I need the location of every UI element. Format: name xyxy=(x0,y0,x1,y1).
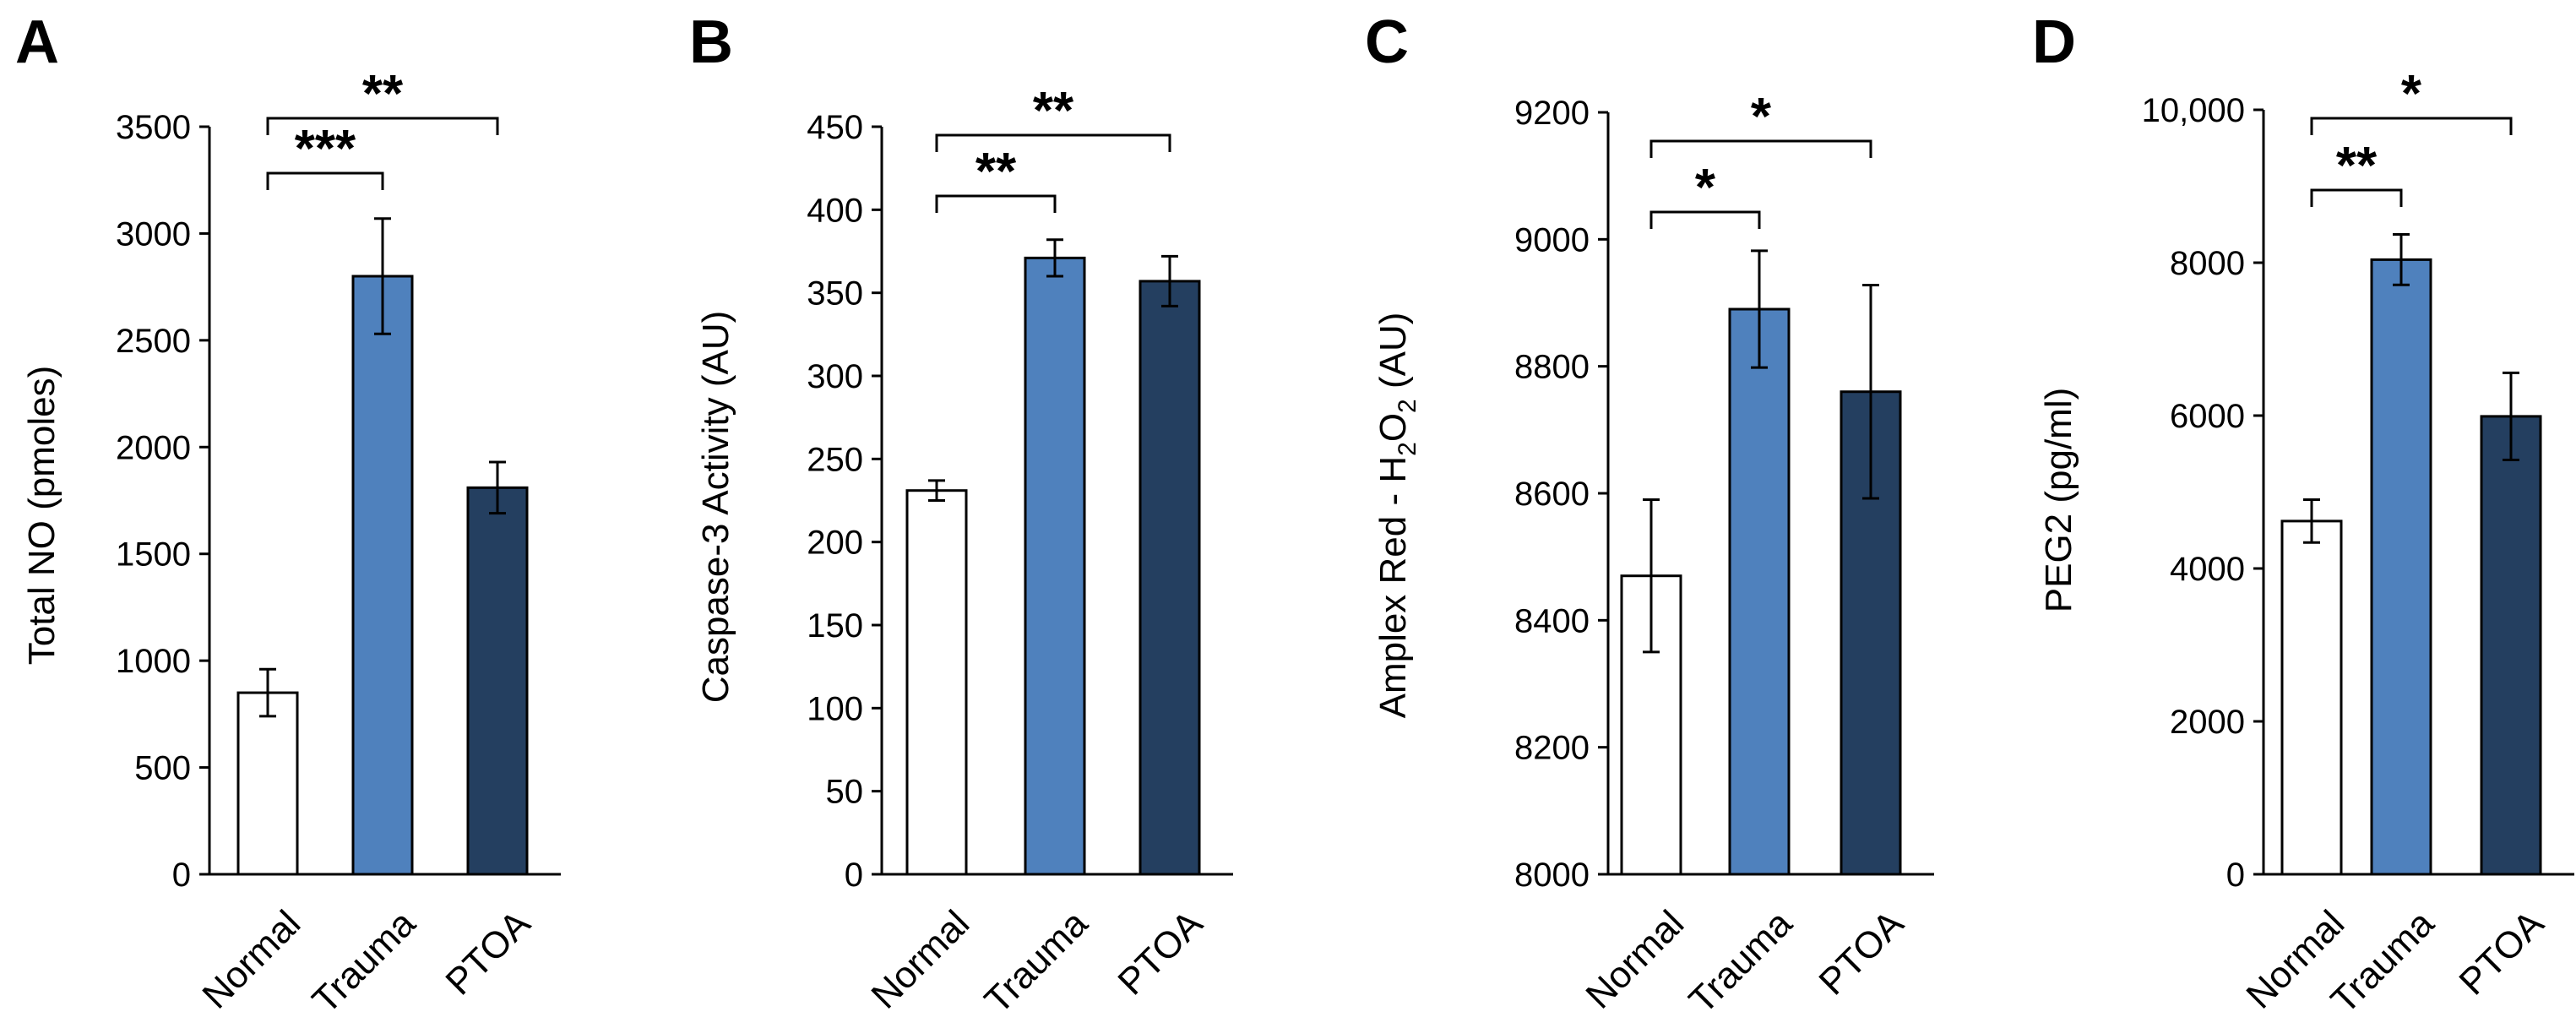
significance-bracket xyxy=(1649,139,1872,158)
significance-label: * xyxy=(1695,159,1716,217)
significance-bracket xyxy=(1649,210,1761,229)
significance-bracket xyxy=(935,133,1171,152)
significance-label: ** xyxy=(2336,137,2378,195)
y-tick-label: 1500 xyxy=(116,536,191,574)
y-tick-label: 2000 xyxy=(116,429,191,466)
significance-bracket xyxy=(2310,117,2513,135)
y-tick-label: 400 xyxy=(807,192,863,229)
y-tick-label: 8600 xyxy=(1514,476,1590,513)
panel-label: B xyxy=(689,8,733,76)
significance-label: ** xyxy=(362,65,404,123)
ylabel-sub2: 2 xyxy=(1394,399,1421,413)
panel-d: D PEG2 (pg/ml) 0200040006000800010,000No… xyxy=(2032,8,2574,1021)
y-tick-label: 8800 xyxy=(1514,349,1590,386)
x-category-label: PTOA xyxy=(1811,902,1911,1003)
ylabel-sub: 2 xyxy=(1394,442,1421,456)
y-tick-label: 2000 xyxy=(2170,704,2245,741)
x-category-label: Trauma xyxy=(305,902,424,1021)
panel-a: A Total NO (pmoles) 0 500 1000 1500 2000 2500… xyxy=(15,8,561,1021)
significance-label: ** xyxy=(1033,82,1074,140)
y-tick-label: 150 xyxy=(807,607,863,645)
y-tick-label: 2500 xyxy=(116,323,191,360)
y-tick-label: 3000 xyxy=(116,215,191,253)
bar-ptoa xyxy=(466,486,529,876)
panel-label: C xyxy=(1365,8,1409,76)
panel-label: A xyxy=(15,8,59,76)
y-tick-label: 500 xyxy=(134,750,191,787)
y-axis-label: PEG2 (pg/ml) xyxy=(2038,388,2079,613)
x-category-label: PTOA xyxy=(2451,902,2552,1003)
x-category-label: PTOA xyxy=(1110,902,1210,1003)
y-tick-label: 350 xyxy=(807,275,863,313)
y-tick-label: 8200 xyxy=(1514,730,1590,767)
y-axis-label: Total NO (pmoles) xyxy=(21,366,62,666)
y-tick-label: 250 xyxy=(807,441,863,478)
x-category-label: Trauma xyxy=(2323,902,2443,1021)
x-category-label: Normal xyxy=(1578,903,1692,1017)
ylabel-mid: O xyxy=(1372,413,1414,442)
y-axis-label: Amplex Red - H2O2 (AU) xyxy=(1372,313,1421,719)
y-tick-label: 200 xyxy=(807,525,863,562)
panel-c: C Amplex Red - H2O2 (AU) 800082008400860… xyxy=(1365,8,1934,1021)
bar-trauma xyxy=(2370,258,2432,876)
bar-normal xyxy=(905,489,968,876)
panel-b: B Caspase-3 Activity (AU) 0 50 100 150 200 25… xyxy=(689,8,1233,1021)
bar-ptoa xyxy=(1139,280,1201,876)
y-tick-label: 10,000 xyxy=(2142,92,2245,129)
y-tick-label: 1000 xyxy=(116,643,191,680)
y-tick-label: 100 xyxy=(807,690,863,727)
bar-ptoa xyxy=(2480,415,2542,876)
significance-label: ** xyxy=(976,143,1017,201)
ylabel-main: Amplex Red - H xyxy=(1372,456,1414,719)
y-tick-label: 0 xyxy=(845,857,863,894)
x-category-label: Normal xyxy=(194,903,308,1017)
y-tick-label: 4000 xyxy=(2170,551,2245,588)
y-tick-label: 8000 xyxy=(1514,857,1590,894)
significance-bracket xyxy=(266,117,499,135)
y-tick-label: 450 xyxy=(807,109,863,146)
significance-label: * xyxy=(1751,88,1772,146)
y-tick-label: 3500 xyxy=(116,109,191,146)
y-tick-label: 50 xyxy=(826,774,864,811)
x-category-label: PTOA xyxy=(437,902,538,1003)
y-tick-label: 0 xyxy=(172,857,191,894)
y-tick-label: 8400 xyxy=(1514,602,1590,639)
ylabel-end: (AU) xyxy=(1372,313,1414,400)
x-category-label: Trauma xyxy=(977,902,1096,1021)
y-axis-label: Caspase-3 Activity (AU) xyxy=(695,311,736,704)
x-category-label: Trauma xyxy=(1682,902,1801,1021)
x-category-label: Normal xyxy=(863,903,977,1017)
y-tick-label: 9000 xyxy=(1514,221,1590,258)
bar-normal xyxy=(236,691,299,876)
y-tick-label: 8000 xyxy=(2170,245,2245,282)
significance-bracket xyxy=(2310,188,2403,207)
bar-trauma xyxy=(351,275,414,876)
y-tick-label: 300 xyxy=(807,358,863,395)
significance-label: *** xyxy=(295,120,356,178)
y-tick-label: 6000 xyxy=(2170,398,2245,435)
panel-label: D xyxy=(2032,8,2076,76)
significance-bracket xyxy=(935,194,1057,213)
bar-normal xyxy=(2280,519,2343,876)
y-tick-label: 0 xyxy=(2226,857,2245,894)
bar-trauma xyxy=(1024,256,1086,876)
bar-trauma xyxy=(1728,307,1791,876)
significance-bracket xyxy=(266,171,384,190)
y-tick-label: 9200 xyxy=(1514,95,1590,132)
significance-label: * xyxy=(2401,65,2422,123)
